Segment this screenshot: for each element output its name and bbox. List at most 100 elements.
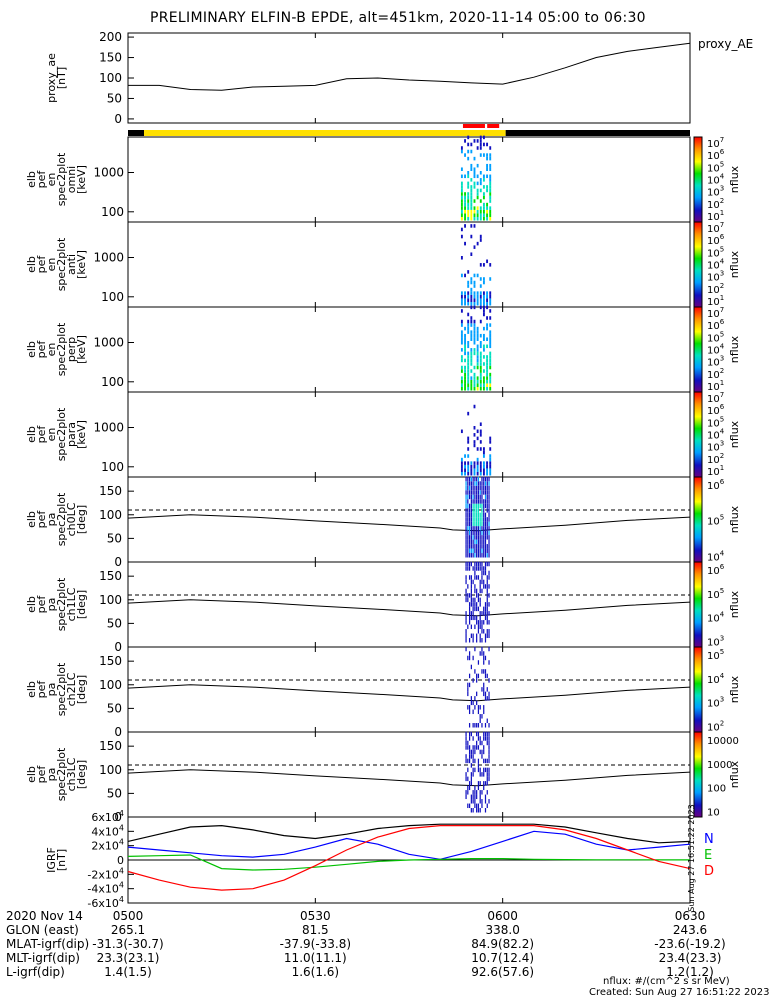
spectrogram-cell <box>470 287 473 292</box>
spectrogram-cell <box>473 213 476 217</box>
spectrogram-cell <box>479 386 482 391</box>
pa-cell <box>488 740 490 746</box>
pa-cell <box>481 539 483 545</box>
ylabel-line: [nT] <box>55 67 68 89</box>
spectrogram-cell <box>486 301 489 306</box>
pa-cell <box>481 790 483 795</box>
ylabel-line: pa <box>45 683 58 697</box>
ylabel-line: elb <box>25 341 38 358</box>
spectrogram-cell <box>470 461 473 465</box>
pa-cell <box>476 673 478 679</box>
pa-cell <box>476 803 478 809</box>
pa-cell <box>483 570 485 576</box>
pa-cell <box>479 481 481 486</box>
pa-cell <box>467 767 469 773</box>
spectrogram-cell <box>479 294 482 299</box>
pa-cell <box>488 575 490 580</box>
pa-cell <box>476 553 478 558</box>
ytick-label: 100 <box>99 763 122 777</box>
pa-cell <box>474 575 476 580</box>
pa-cell <box>488 512 490 518</box>
pa-cell <box>481 526 483 531</box>
spectrogram-cell <box>489 192 492 196</box>
pa-cell <box>483 629 485 634</box>
pa-cell <box>468 673 471 679</box>
pa-cell <box>481 570 483 576</box>
pa-cell <box>474 785 476 791</box>
spectrogram-cell <box>482 305 485 310</box>
pa-cell <box>470 700 472 706</box>
pa-cell <box>470 535 472 540</box>
pa-cell <box>470 575 472 580</box>
pa-cell <box>481 553 483 558</box>
spectrogram-cell <box>482 333 485 338</box>
ylabel-line: elb <box>25 256 38 273</box>
spectrogram-cell <box>479 170 482 175</box>
pa-cell <box>481 476 483 482</box>
spectrogram-cell <box>467 199 470 203</box>
pa-cell <box>467 553 469 558</box>
axis-row-value: 92.6(57.6) <box>471 965 534 979</box>
ytick-label: 100 <box>99 508 122 522</box>
ytick-label: 50 <box>107 701 122 715</box>
spectrogram-cell <box>479 333 482 338</box>
spectrogram-cell <box>464 379 466 384</box>
pa-cell <box>470 611 472 616</box>
pa-cell <box>483 579 485 585</box>
igrf-line-N <box>127 830 691 860</box>
spectrogram-cell <box>470 277 473 281</box>
pa-cell <box>468 521 471 527</box>
spectrogram-cell <box>473 464 476 469</box>
pa-cell <box>486 579 488 585</box>
pa-cell <box>468 566 471 571</box>
pa-cell <box>486 781 488 786</box>
spectrogram-cell <box>467 284 470 288</box>
pa-cell <box>488 767 490 773</box>
spectrogram-cell <box>489 174 492 179</box>
spectrogram-cell <box>467 301 470 306</box>
pa-cell <box>470 772 472 777</box>
spectrogram-cell <box>470 369 473 373</box>
spectrogram-cell <box>486 206 489 210</box>
pa-cell <box>467 687 469 692</box>
spectrogram-cell <box>476 333 479 338</box>
pa-cell <box>488 696 490 701</box>
spectrogram-cell <box>482 376 485 380</box>
pa-cell <box>484 611 487 616</box>
pa-cell <box>470 584 472 589</box>
spectrogram-cell <box>467 181 470 186</box>
axis-row-value: -23.6(-19.2) <box>654 937 725 951</box>
spectrogram-cell <box>476 195 479 200</box>
pa-cell <box>474 553 476 558</box>
pa-cell <box>479 544 481 549</box>
pa-cell <box>476 700 478 706</box>
pa-cell <box>465 611 467 616</box>
spectrogram-cell <box>476 188 479 193</box>
ytick-label: 0 <box>114 810 122 824</box>
pa-cell <box>486 588 488 594</box>
spectrogram-cell <box>479 301 482 306</box>
pa-cell <box>477 485 480 491</box>
spectrogram-cell <box>473 376 476 380</box>
pa-cell <box>477 624 480 630</box>
pa-cell <box>476 544 478 549</box>
spectrogram-cell <box>464 365 466 370</box>
pa-cell <box>484 638 487 643</box>
spectrogram-cell <box>467 379 470 384</box>
pa-cell <box>470 602 472 607</box>
spectrogram-cell <box>479 146 482 150</box>
spectrogram-cell <box>479 383 482 387</box>
pa-cell <box>477 781 480 786</box>
spectrogram-cell <box>467 454 470 458</box>
spectrogram-cell <box>464 344 466 349</box>
pa-cell <box>488 494 490 500</box>
spectrogram-cell <box>482 209 485 214</box>
spectrogram-cell <box>479 216 482 221</box>
spectrogram-cell <box>464 199 466 203</box>
pa-cell <box>472 758 474 764</box>
spectrogram-cell <box>482 185 485 189</box>
spectrogram-cell <box>476 241 479 246</box>
pa-cell <box>476 548 478 554</box>
pa-cell <box>477 767 480 773</box>
spectrogram-cell <box>470 471 473 476</box>
